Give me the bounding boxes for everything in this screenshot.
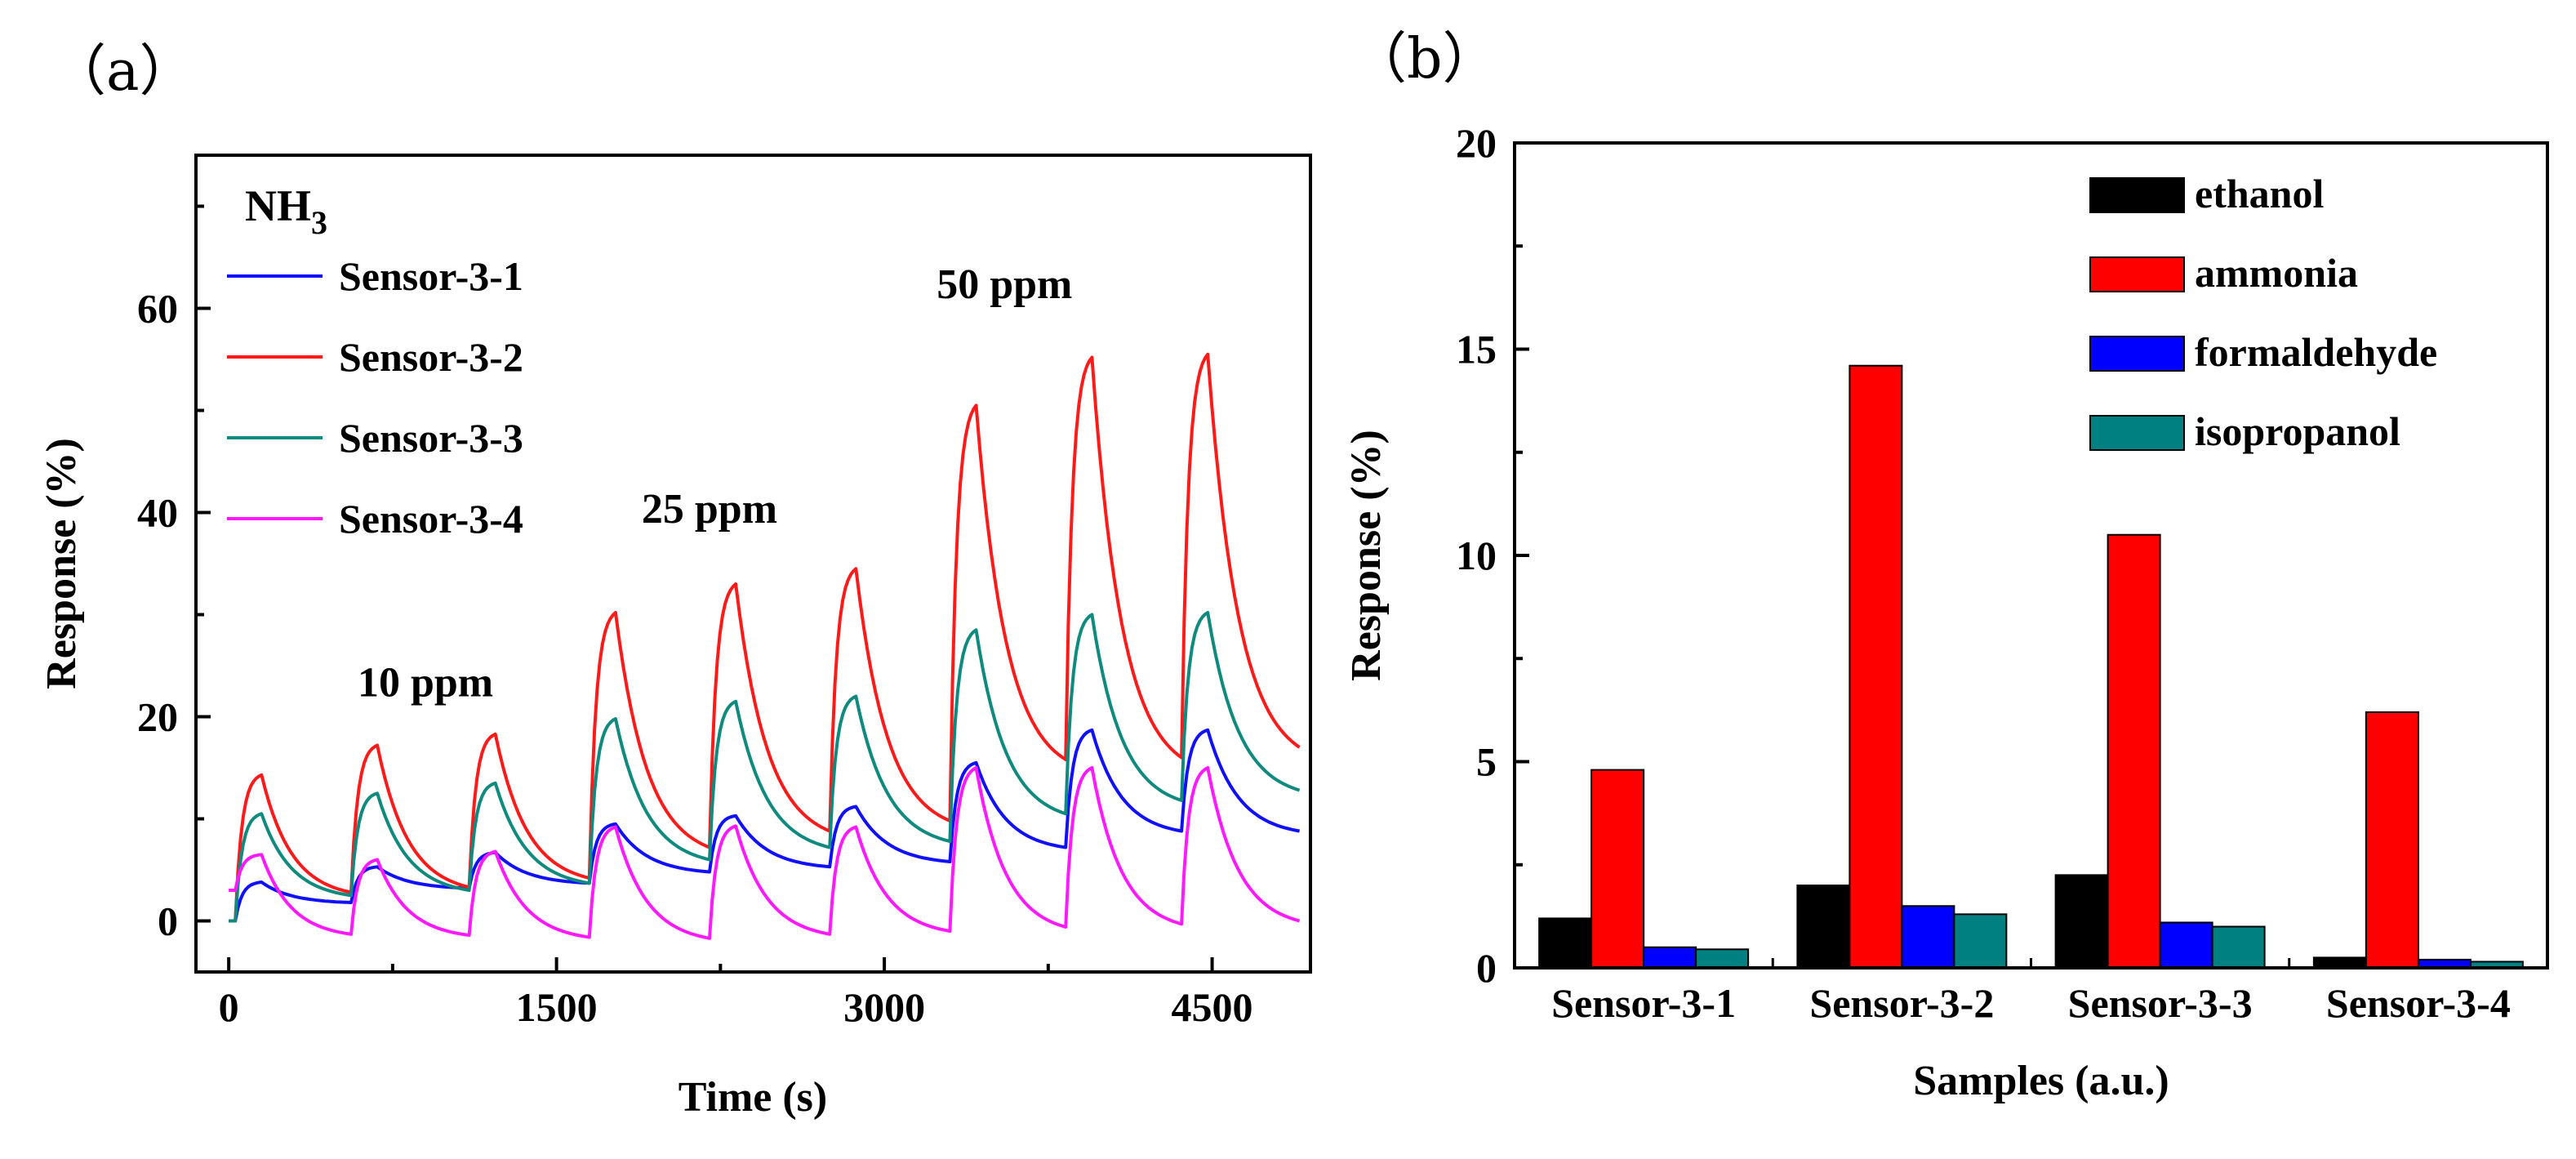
legend-label: isopropanol	[2195, 408, 2400, 454]
bar-ammonia	[2365, 711, 2419, 970]
tick-marks-a	[196, 204, 1214, 972]
panel-b: （b） Sensor-3-1 Sensor-3-2 Sensor-3-3 Sensor…	[1343, 27, 2549, 1104]
concentration-annotation: 10 ppm	[358, 660, 493, 707]
bar-ammonia	[2107, 533, 2161, 969]
x-axis-label-a: Time (s)	[678, 1074, 827, 1121]
series-lines	[229, 352, 1301, 940]
y-tick-label: 0	[1476, 945, 1497, 991]
y-tick-label: 20	[1456, 120, 1497, 166]
y-axis-label-b: Response (%)	[1343, 430, 1390, 681]
legend-label: Sensor-3-1	[339, 253, 523, 299]
y-tick-label: 40	[137, 490, 178, 536]
legend-label: Sensor-3-2	[339, 334, 523, 380]
x-category-label: Sensor-3-2	[1809, 980, 1994, 1026]
tick-labels-b: Sensor-3-1 Sensor-3-2 Sensor-3-3 Sensor-3-4…	[1456, 120, 2511, 1026]
y-tick-label: 5	[1476, 739, 1497, 785]
legend-swatch	[2089, 415, 2185, 451]
bar-ethanol	[1796, 885, 1851, 969]
bar-ammonia	[1591, 769, 1645, 969]
concentration-annotation: 25 ppm	[642, 486, 777, 533]
x-tick-label: 3000	[843, 984, 925, 1030]
plot-frame-a	[194, 154, 1312, 974]
series-line-sensor-3-1	[229, 728, 1300, 923]
legend-swatch	[2089, 256, 2185, 292]
y-tick-label: 15	[1456, 327, 1497, 372]
legend-a: Sensor-3-1 Sensor-3-2 Sensor-3-3 Sensor-3-4	[227, 253, 523, 542]
bar-formaldehyde	[1901, 905, 1955, 969]
bar-formaldehyde	[1643, 946, 1697, 969]
panel-a-label: （a）	[51, 39, 195, 104]
y-tick-label: 20	[137, 694, 178, 740]
legend-label: formaldehyde	[2195, 329, 2437, 375]
series-line-sensor-3-2	[229, 352, 1301, 923]
legend-label: Sensor-3-3	[339, 415, 523, 461]
bar-ethanol	[2054, 874, 2109, 969]
y-tick-label: 60	[137, 286, 178, 332]
x-tick-label: 4500	[1172, 984, 1253, 1030]
series-line-sensor-3-3	[229, 611, 1301, 923]
y-tick-label: 0	[158, 898, 178, 944]
legend-label: ammonia	[2195, 250, 2358, 296]
legend-label: Sensor-3-4	[339, 496, 523, 542]
x-tick-label: 0	[219, 984, 239, 1030]
bars	[1538, 364, 2524, 970]
tick-labels-a: 0 1500 3000 4500 0 20 40 60	[137, 286, 1253, 1031]
x-category-label: Sensor-3-1	[1551, 980, 1736, 1026]
annotations: 10 ppm 25 ppm 50 ppm	[358, 261, 1072, 707]
x-axis-label-b: Samples (a.u.)	[1913, 1058, 2169, 1104]
panel-b-label: （b）	[1351, 27, 1498, 91]
legend-b: ethanol ammonia formaldehyde isopropanol	[2089, 171, 2437, 454]
tick-marks-b	[1515, 141, 2291, 970]
bar-isopropanol	[1695, 948, 1750, 970]
y-axis-label-a: Response (%)	[38, 438, 85, 689]
x-category-label: Sensor-3-3	[2068, 980, 2253, 1026]
series-line-sensor-3-4	[229, 766, 1301, 940]
legend-swatch	[2089, 336, 2185, 372]
bar-isopropanol	[2211, 925, 2266, 969]
bar-ethanol	[1538, 917, 1593, 970]
bar-ammonia	[1849, 364, 1903, 969]
bar-formaldehyde	[2159, 921, 2213, 969]
concentration-annotation: 50 ppm	[937, 261, 1072, 308]
y-tick-label: 10	[1456, 533, 1497, 578]
bar-isopropanol	[1953, 913, 2008, 969]
gas-label: NH3	[245, 181, 327, 241]
x-tick-label: 1500	[516, 984, 598, 1030]
legend-swatch	[2089, 177, 2185, 213]
x-category-label: Sensor-3-4	[2326, 980, 2511, 1026]
legend-label: ethanol	[2195, 171, 2324, 216]
